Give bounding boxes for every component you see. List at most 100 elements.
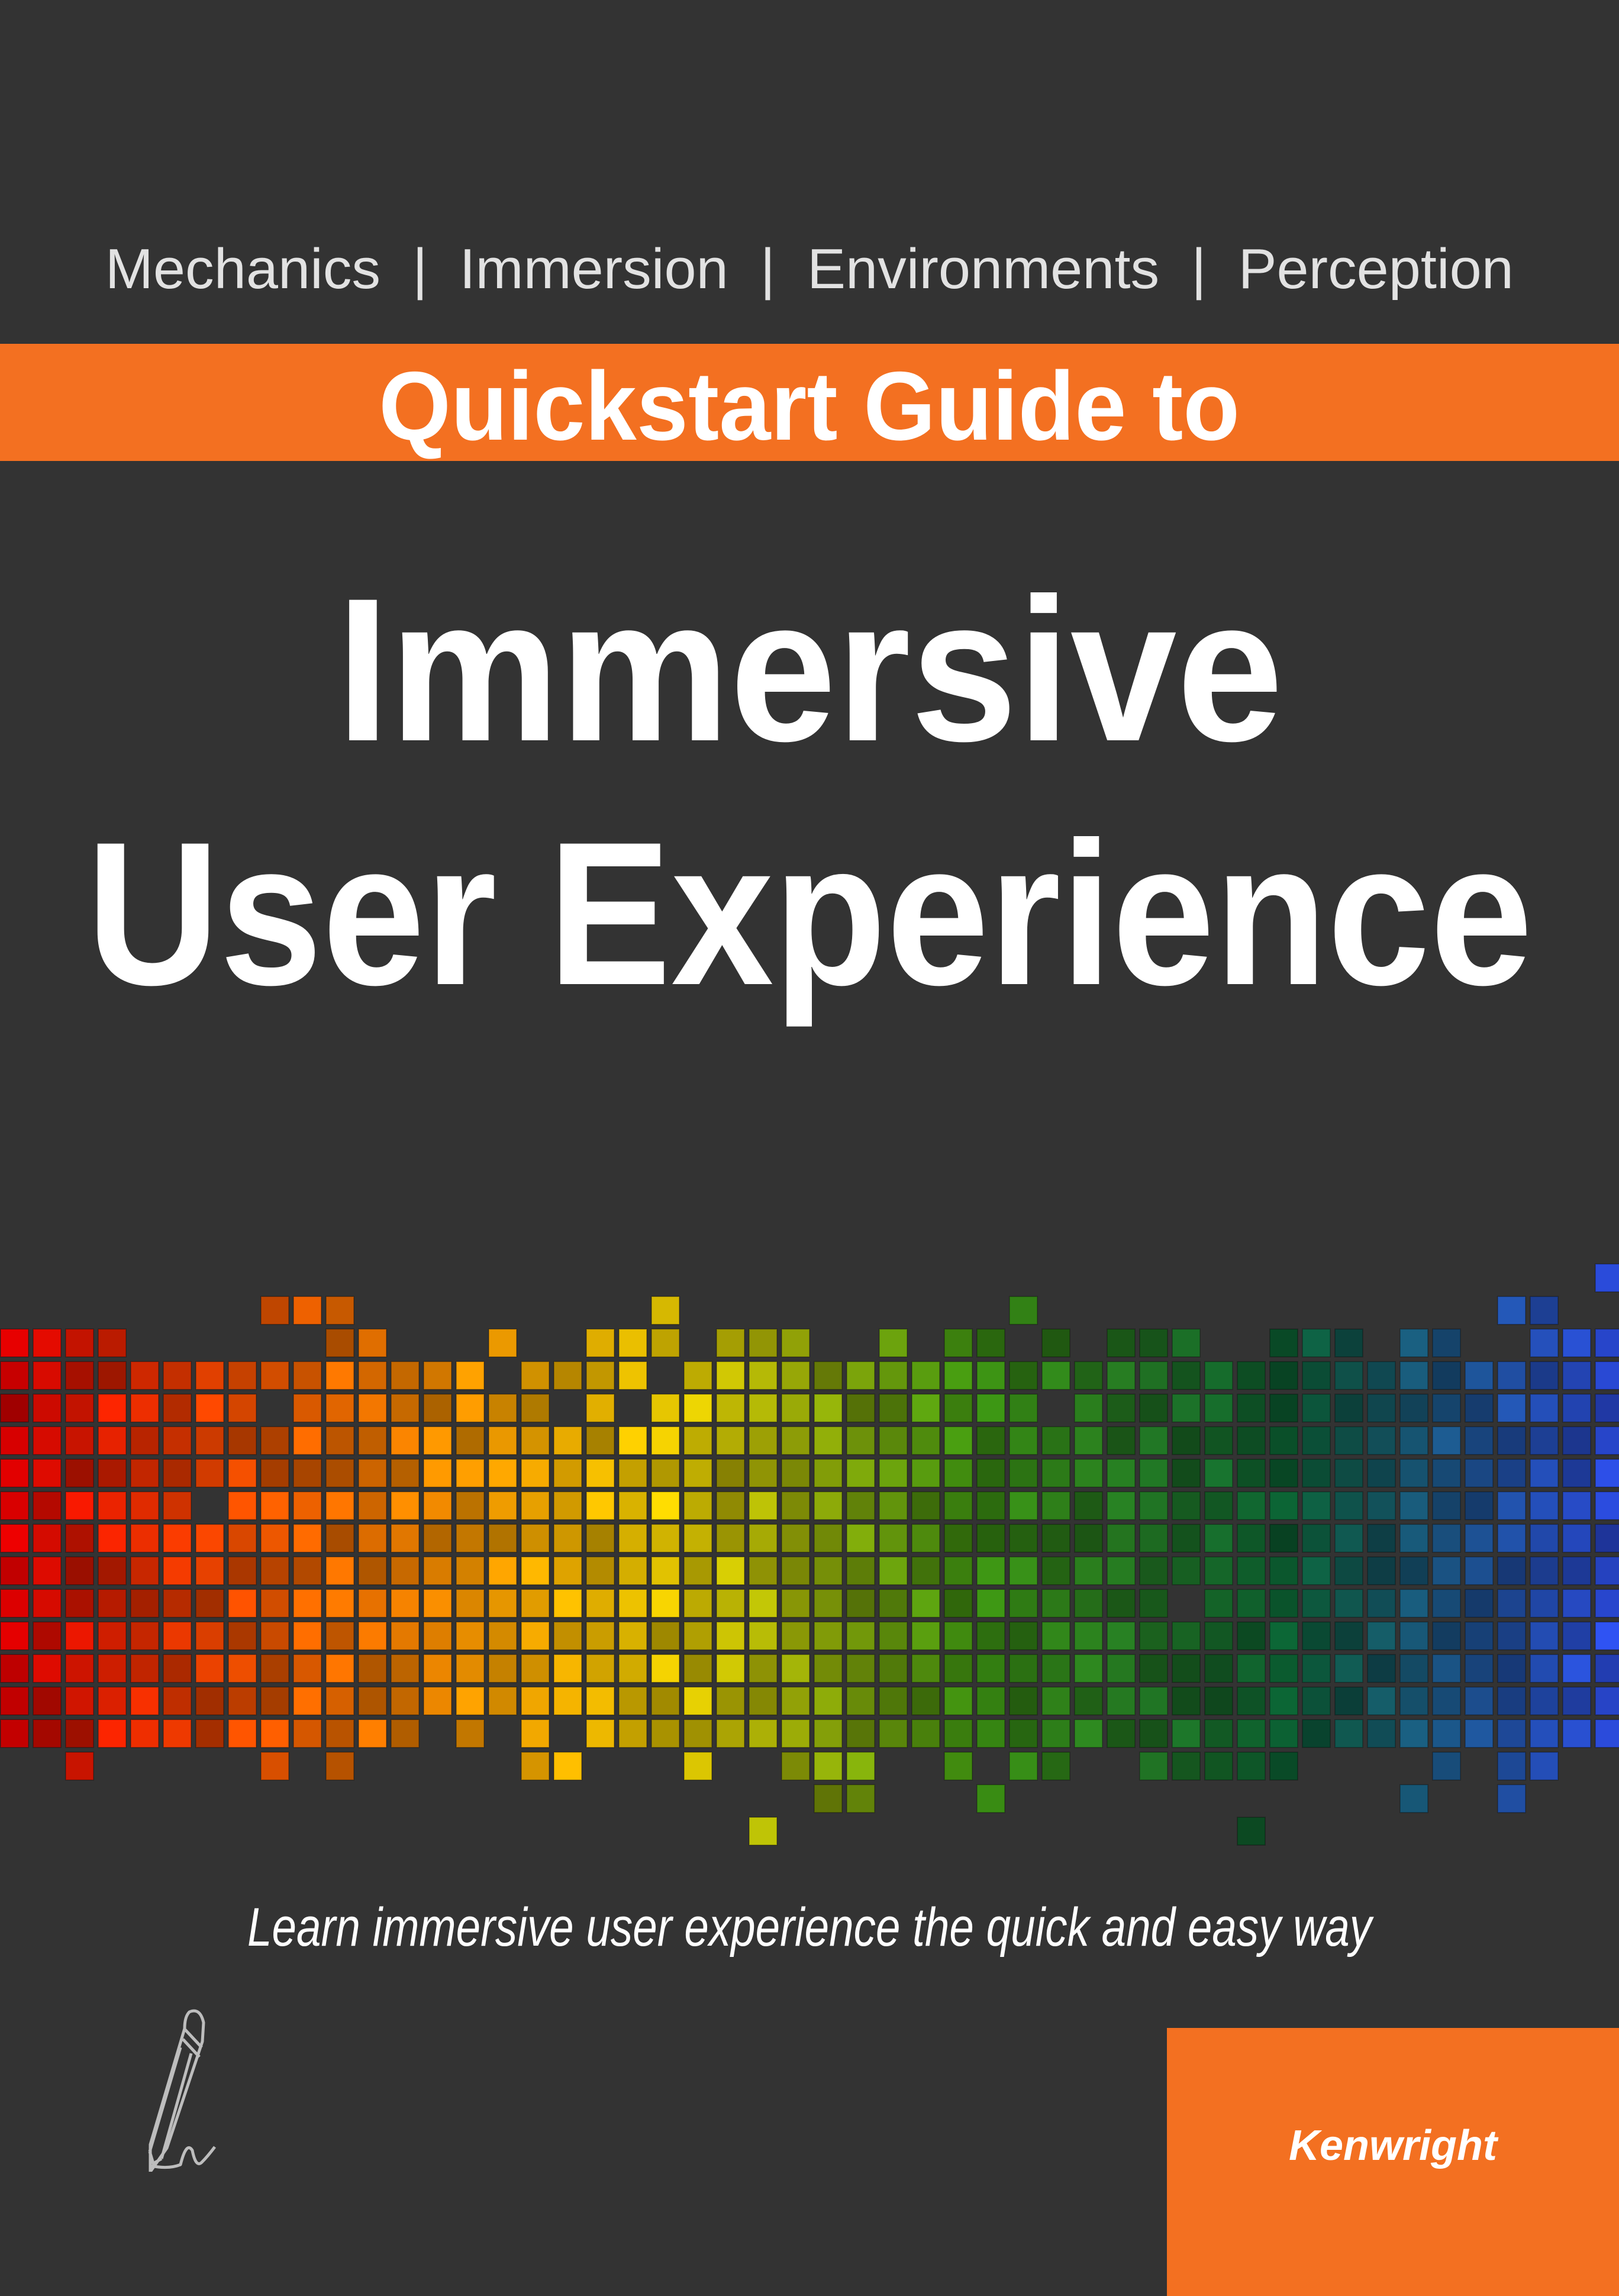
mosaic-tile xyxy=(1074,1459,1103,1488)
mosaic-tile xyxy=(1302,1621,1331,1650)
mosaic-tile xyxy=(1595,1556,1619,1585)
mosaic-tile xyxy=(1074,1491,1103,1520)
mosaic-tile xyxy=(651,1328,680,1357)
mosaic-tile xyxy=(1367,1491,1396,1520)
mosaic-tile xyxy=(1595,1719,1619,1748)
mosaic-tile xyxy=(1041,1328,1070,1357)
mosaic-tile xyxy=(1139,1491,1168,1520)
mosaic-tile xyxy=(358,1459,387,1488)
mosaic-tile xyxy=(586,1524,615,1553)
mosaic-tile xyxy=(814,1719,843,1748)
mosaic-tile xyxy=(1595,1654,1619,1683)
mosaic-tile xyxy=(1107,1328,1136,1357)
mosaic-tile xyxy=(781,1491,810,1520)
mosaic-tile xyxy=(423,1654,452,1683)
mosaic-tile xyxy=(488,1328,517,1357)
mosaic-tile xyxy=(651,1719,680,1748)
mosaic-tile xyxy=(749,1491,778,1520)
mosaic-tile xyxy=(651,1459,680,1488)
mosaic-tile xyxy=(456,1459,485,1488)
mosaic-tile xyxy=(260,1361,289,1390)
mosaic-tile xyxy=(1172,1328,1201,1357)
mosaic-tile xyxy=(130,1491,159,1520)
mosaic-tile xyxy=(98,1491,127,1520)
mosaic-tile xyxy=(781,1686,810,1715)
mosaic-tile xyxy=(814,1524,843,1553)
mosaic-tile xyxy=(586,1556,615,1585)
mosaic-tile xyxy=(944,1719,973,1748)
mosaic-tile xyxy=(846,1491,875,1520)
main-title-line2: User Experience xyxy=(0,812,1619,1016)
mosaic-tile xyxy=(1530,1621,1559,1650)
mosaic-tile xyxy=(1595,1361,1619,1390)
mosaic-tile xyxy=(195,1459,224,1488)
mosaic-tile xyxy=(976,1686,1005,1715)
mosaic-tile xyxy=(1269,1654,1298,1683)
mosaic-tile xyxy=(1562,1686,1591,1715)
mosaic-tile xyxy=(1399,1654,1428,1683)
mosaic-tile xyxy=(293,1654,322,1683)
mosaic-tile xyxy=(781,1556,810,1585)
mosaic-tile xyxy=(944,1459,973,1488)
mosaic-tile xyxy=(716,1426,745,1455)
mosaic-tile xyxy=(846,1621,875,1650)
mosaic-tile xyxy=(325,1621,354,1650)
mosaic-tile xyxy=(944,1556,973,1585)
mosaic-tile xyxy=(1204,1686,1233,1715)
mosaic-tile xyxy=(0,1654,29,1683)
mosaic-tile xyxy=(1302,1719,1331,1748)
mosaic-tile xyxy=(781,1328,810,1357)
mosaic-tile xyxy=(1009,1621,1038,1650)
mosaic-tile xyxy=(325,1654,354,1683)
mosaic-tile xyxy=(1074,1524,1103,1553)
mosaic-tile xyxy=(1074,1719,1103,1748)
mosaic-tile xyxy=(163,1719,192,1748)
mosaic-tile xyxy=(1497,1654,1526,1683)
mosaic-tile xyxy=(1269,1719,1298,1748)
mosaic-tile xyxy=(1497,1589,1526,1618)
mosaic-tile xyxy=(293,1621,322,1650)
mosaic-tile xyxy=(976,1361,1005,1390)
mosaic-tile xyxy=(1041,1654,1070,1683)
mosaic-tile xyxy=(944,1394,973,1423)
mosaic-tile xyxy=(1302,1654,1331,1683)
mosaic-tile xyxy=(521,1426,550,1455)
mosaic-tile xyxy=(1595,1459,1619,1488)
mosaic-tile xyxy=(1432,1589,1461,1618)
mosaic-tile xyxy=(1074,1361,1103,1390)
mosaic-tile xyxy=(456,1524,485,1553)
mosaic-tile xyxy=(1041,1752,1070,1781)
mosaic-tile xyxy=(1562,1491,1591,1520)
mosaic-tile xyxy=(1269,1491,1298,1520)
mosaic-tile xyxy=(1432,1752,1461,1781)
mosaic-tile xyxy=(1237,1752,1266,1781)
mosaic-tile xyxy=(1367,1719,1396,1748)
mosaic-tile xyxy=(879,1621,908,1650)
mosaic-tile xyxy=(130,1719,159,1748)
mosaic-tile xyxy=(228,1621,257,1650)
mosaic-tile xyxy=(488,1589,517,1618)
mosaic-tile xyxy=(1172,1719,1201,1748)
mosaic-tile xyxy=(1107,1589,1136,1618)
mosaic-tile xyxy=(1562,1328,1591,1357)
mosaic-tile xyxy=(749,1394,778,1423)
mosaic-tile xyxy=(1204,1589,1233,1618)
mosaic-tile xyxy=(260,1686,289,1715)
mosaic-tile xyxy=(1009,1361,1038,1390)
mosaic-tile xyxy=(1562,1654,1591,1683)
mosaic-tile xyxy=(716,1686,745,1715)
mosaic-tile xyxy=(618,1524,647,1553)
mosaic-tile xyxy=(1041,1426,1070,1455)
mosaic-tile xyxy=(879,1686,908,1715)
mosaic-tile xyxy=(1399,1719,1428,1748)
mosaic-tile xyxy=(1595,1686,1619,1715)
mosaic-tile xyxy=(0,1491,29,1520)
mosaic-tile xyxy=(846,1394,875,1423)
mosaic-tile xyxy=(1497,1621,1526,1650)
mosaic-tile xyxy=(879,1426,908,1455)
orange-banner xyxy=(0,344,1619,461)
mosaic-tile xyxy=(228,1654,257,1683)
mosaic-tile xyxy=(293,1524,322,1553)
mosaic-tile xyxy=(358,1524,387,1553)
mosaic-tile xyxy=(488,1459,517,1488)
